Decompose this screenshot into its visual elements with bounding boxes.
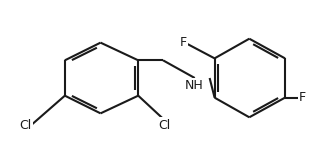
Text: NH: NH: [185, 79, 204, 92]
Text: Cl: Cl: [158, 119, 170, 132]
Text: F: F: [180, 36, 187, 49]
Text: F: F: [299, 91, 306, 104]
Text: Cl: Cl: [19, 119, 32, 132]
